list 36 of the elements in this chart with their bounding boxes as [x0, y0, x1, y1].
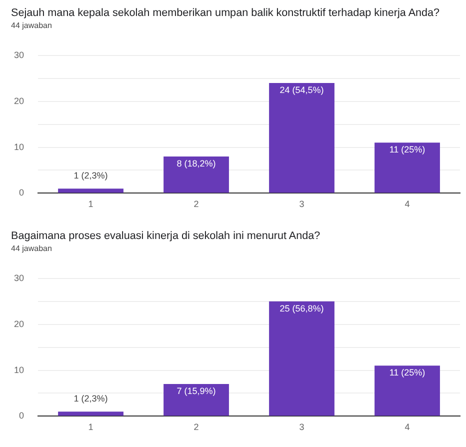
y-tick-label: 10: [14, 364, 24, 375]
x-tick-label: 2: [194, 199, 199, 210]
y-tick-label: 0: [18, 188, 24, 198]
x-tick-label: 1: [88, 422, 94, 432]
bar: [374, 142, 440, 193]
y-tick-label: 10: [14, 142, 24, 152]
y-tick-label: 30: [14, 272, 24, 283]
y-tick-label: 20: [14, 96, 24, 106]
x-tick-label: 4: [404, 199, 410, 210]
x-tick-label: 2: [194, 422, 199, 432]
bar: [374, 366, 440, 416]
bar: [164, 156, 229, 193]
chart-subtitle: 44 jawaban: [10, 243, 53, 253]
chart-title: Sejauh mana kepala sekolah memberikan umpan balik konstruktif terhadap kinerja Anda?: [10, 6, 441, 19]
chart-subtitle: 44 jawaban: [10, 20, 53, 30]
data-label: 1 (2,3%): [74, 394, 108, 404]
y-tick-label: 0: [18, 410, 24, 421]
y-tick-label: 20: [14, 318, 24, 329]
x-tick-label: 3: [299, 199, 304, 210]
x-tick-label: 4: [404, 422, 410, 432]
data-label: 25 (56,8%): [280, 303, 324, 314]
bar: [164, 384, 229, 416]
data-label: 11 (25%): [389, 368, 426, 378]
data-label: 24 (54,5%): [280, 84, 324, 95]
bar: [269, 82, 334, 193]
y-tick-label: 30: [14, 50, 24, 60]
data-label: 1 (2,3%): [74, 170, 108, 181]
bar: [58, 188, 124, 193]
bar: [269, 301, 334, 416]
x-tick-label: 3: [299, 422, 304, 432]
chart-title: Bagaimana proses evaluasi kinerja di sekolah ini menurut Anda?: [10, 229, 322, 242]
x-tick-label: 1: [88, 199, 94, 210]
data-label: 7 (15,9%): [176, 386, 216, 396]
data-label: 8 (18,2%): [176, 158, 216, 168]
bar: [58, 412, 124, 416]
data-label: 11 (25%): [389, 144, 426, 155]
